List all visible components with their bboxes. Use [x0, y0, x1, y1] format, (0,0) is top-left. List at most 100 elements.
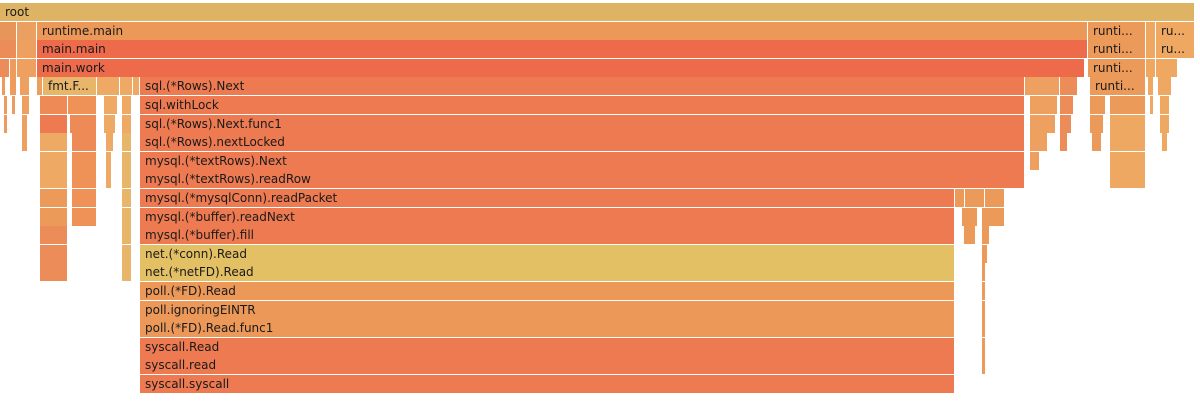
flame-frame-unlabeled[interactable]	[106, 151, 112, 170]
flame-frame[interactable]: sql.(*Rows).Next.func1	[140, 114, 1025, 133]
flame-frame-unlabeled[interactable]	[122, 170, 132, 189]
flame-frame-unlabeled[interactable]	[72, 207, 97, 226]
flame-frame-unlabeled[interactable]	[964, 226, 976, 245]
flame-frame-unlabeled[interactable]	[985, 189, 1005, 207]
flame-frame-unlabeled[interactable]	[37, 77, 43, 96]
flame-frame[interactable]: runtime.main	[37, 21, 1088, 40]
flame-frame[interactable]: runti...	[1090, 77, 1146, 96]
flame-frame[interactable]: net.(*netFD).Read	[140, 263, 955, 282]
flame-frame-unlabeled[interactable]	[106, 133, 114, 152]
flame-frame[interactable]: sql.(*Rows).nextLocked	[140, 133, 1025, 152]
flame-frame-unlabeled[interactable]	[1090, 96, 1106, 114]
flame-frame[interactable]: runti...	[1088, 21, 1146, 40]
flame-frame-unlabeled[interactable]	[17, 40, 37, 59]
flame-frame-unlabeled[interactable]	[40, 96, 68, 114]
flame-frame-unlabeled[interactable]	[22, 114, 28, 133]
flame-frame-unlabeled[interactable]	[17, 58, 37, 77]
flame-frame-unlabeled[interactable]	[104, 114, 116, 133]
flame-frame-unlabeled[interactable]	[982, 263, 986, 282]
flame-frame-unlabeled[interactable]	[1060, 96, 1074, 114]
flame-frame[interactable]: mysql.(*buffer).readNext	[140, 207, 955, 226]
flame-frame[interactable]: poll.(*FD).Read.func1	[140, 319, 955, 338]
flame-frame-unlabeled[interactable]	[1150, 96, 1154, 114]
flame-frame-unlabeled[interactable]	[1146, 21, 1156, 40]
flame-frame-unlabeled[interactable]	[4, 114, 8, 133]
flame-frame-unlabeled[interactable]	[965, 189, 985, 207]
flame-frame-unlabeled[interactable]	[982, 300, 986, 319]
flame-frame-unlabeled[interactable]	[962, 207, 978, 226]
flame-frame-unlabeled[interactable]	[982, 207, 1005, 226]
flame-frame-unlabeled[interactable]	[1060, 133, 1068, 152]
flame-frame-unlabeled[interactable]	[1030, 133, 1048, 152]
flame-frame-unlabeled[interactable]	[2, 77, 6, 96]
flame-frame[interactable]: syscall.Read	[140, 337, 955, 356]
flame-frame-unlabeled[interactable]	[122, 244, 132, 263]
flame-frame-unlabeled[interactable]	[1110, 133, 1146, 152]
flame-frame-unlabeled[interactable]	[122, 96, 132, 114]
flame-frame-unlabeled[interactable]	[1156, 58, 1178, 77]
flame-frame-unlabeled[interactable]	[104, 96, 118, 114]
flame-frame-unlabeled[interactable]	[122, 263, 132, 282]
flame-frame-unlabeled[interactable]	[982, 356, 986, 375]
flame-frame-unlabeled[interactable]	[1110, 96, 1146, 114]
flame-frame-unlabeled[interactable]	[72, 189, 97, 207]
flame-frame-unlabeled[interactable]	[122, 151, 132, 170]
flame-frame-unlabeled[interactable]	[1030, 151, 1040, 170]
flame-frame[interactable]: mysql.(*mysqlConn).readPacket	[140, 189, 955, 207]
flame-frame-unlabeled[interactable]	[40, 151, 68, 170]
flame-frame[interactable]: main.main	[37, 40, 1088, 59]
flame-frame-unlabeled[interactable]	[72, 151, 97, 170]
flame-frame[interactable]: mysql.(*textRows).Next	[140, 151, 1025, 170]
flame-frame[interactable]: sql.(*Rows).Next	[140, 77, 1025, 96]
flame-frame-unlabeled[interactable]	[982, 337, 986, 356]
flame-frame-unlabeled[interactable]	[122, 189, 132, 207]
flame-frame-unlabeled[interactable]	[122, 114, 132, 133]
flame-frame-unlabeled[interactable]	[122, 207, 132, 226]
flame-frame-unlabeled[interactable]	[1030, 96, 1058, 114]
flame-frame-unlabeled[interactable]	[1092, 133, 1102, 152]
flame-frame[interactable]: ru...	[1156, 21, 1195, 40]
flame-frame-unlabeled[interactable]	[97, 77, 120, 96]
flame-frame-unlabeled[interactable]	[982, 319, 986, 338]
flame-frame-unlabeled[interactable]	[72, 133, 97, 152]
flame-frame-unlabeled[interactable]	[982, 244, 988, 263]
flame-frame-unlabeled[interactable]	[72, 170, 97, 189]
flame-frame-unlabeled[interactable]	[0, 21, 17, 40]
flame-frame-unlabeled[interactable]	[0, 58, 10, 77]
flame-frame[interactable]: root	[0, 3, 1195, 21]
flame-frame-unlabeled[interactable]	[12, 96, 16, 114]
flame-frame-unlabeled[interactable]	[22, 133, 28, 152]
flame-frame-unlabeled[interactable]	[122, 133, 132, 152]
flame-frame-unlabeled[interactable]	[40, 207, 68, 226]
flame-frame-unlabeled[interactable]	[40, 133, 68, 152]
flame-frame-unlabeled[interactable]	[40, 114, 68, 133]
flame-frame-unlabeled[interactable]	[1025, 77, 1060, 96]
flame-frame-unlabeled[interactable]	[40, 189, 68, 207]
flame-frame-unlabeled[interactable]	[17, 21, 37, 40]
flame-frame-unlabeled[interactable]	[1158, 77, 1172, 96]
flame-frame[interactable]: fmt.F...	[43, 77, 97, 96]
flame-frame-unlabeled[interactable]	[1162, 133, 1168, 152]
flame-frame[interactable]: syscall.read	[140, 356, 955, 375]
flame-frame-unlabeled[interactable]	[10, 77, 17, 96]
flame-frame-unlabeled[interactable]	[1090, 114, 1104, 133]
flame-frame[interactable]: mysql.(*buffer).fill	[140, 226, 955, 245]
flame-frame-unlabeled[interactable]	[1110, 114, 1146, 133]
flame-frame-unlabeled[interactable]	[22, 96, 30, 114]
flame-frame-unlabeled[interactable]	[955, 189, 965, 207]
flame-frame-unlabeled[interactable]	[1148, 77, 1154, 96]
flame-frame-unlabeled[interactable]	[40, 226, 68, 245]
flame-frame[interactable]: syscall.syscall	[140, 375, 955, 393]
flame-frame[interactable]: poll.ignoringEINTR	[140, 300, 955, 319]
flame-frame-unlabeled[interactable]	[70, 114, 97, 133]
flame-frame-unlabeled[interactable]	[4, 96, 8, 114]
flame-frame-unlabeled[interactable]	[40, 170, 68, 189]
flame-frame-unlabeled[interactable]	[122, 226, 132, 245]
flame-frame-unlabeled[interactable]	[10, 58, 17, 77]
flame-frame-unlabeled[interactable]	[68, 96, 97, 114]
flame-frame[interactable]: main.work	[37, 58, 1085, 77]
flame-frame-unlabeled[interactable]	[1146, 40, 1156, 59]
flame-frame-unlabeled[interactable]	[40, 244, 68, 263]
flame-frame[interactable]: ru...	[1156, 40, 1195, 59]
flame-frame-unlabeled[interactable]	[120, 77, 133, 96]
